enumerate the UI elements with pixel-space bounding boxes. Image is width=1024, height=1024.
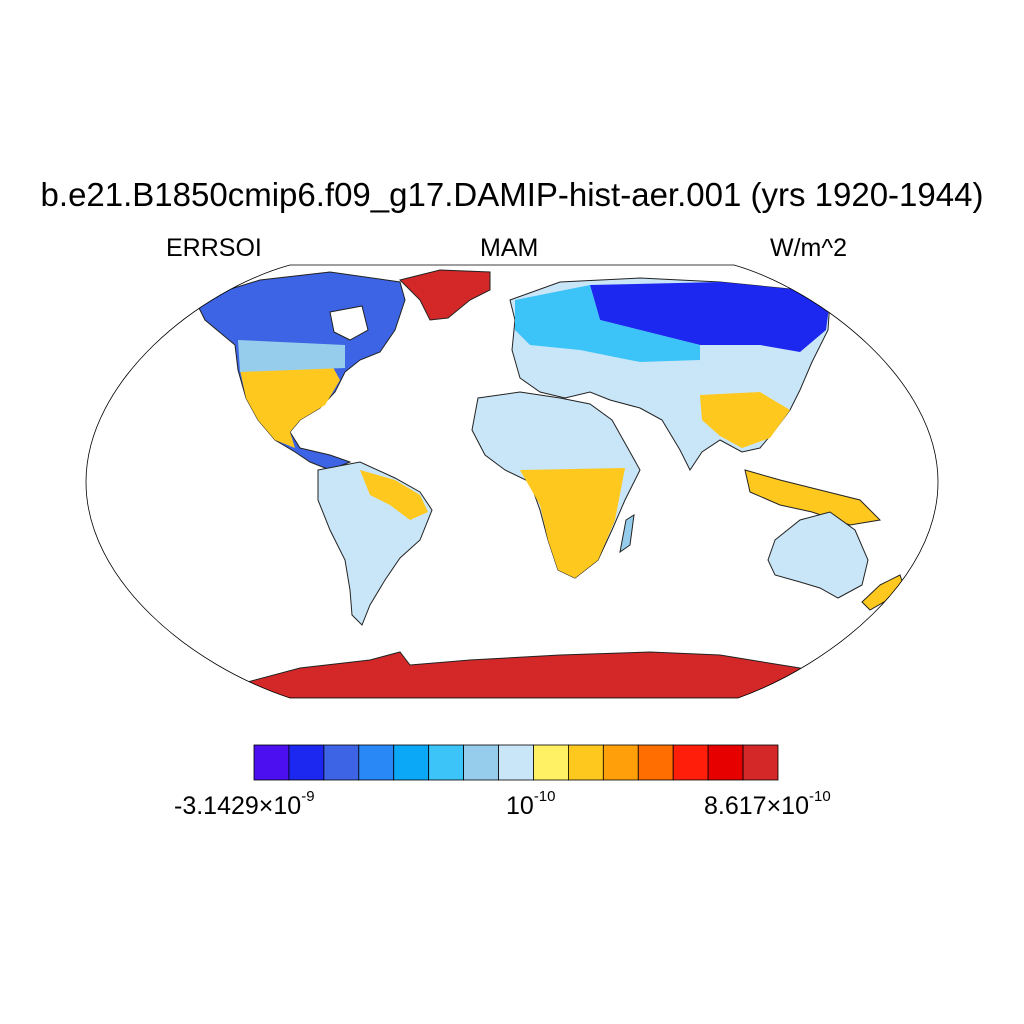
- colorbar-box-10: [568, 744, 604, 781]
- colorbar-label-mid: 10-10: [506, 788, 556, 820]
- colorbar-box-7: [463, 744, 499, 781]
- africa-south-band: [520, 468, 625, 578]
- madagascar: [619, 514, 635, 554]
- colorbar-box-5: [393, 744, 430, 781]
- colorbar-box-11: [602, 744, 639, 781]
- siberia-cold-band: [590, 282, 830, 352]
- south-asia-warm-band: [700, 392, 790, 448]
- colorbar-label-max: 8.617×10-10: [704, 788, 831, 820]
- colorbar-box-14: [707, 744, 744, 781]
- north-america-mid-band: [238, 340, 345, 372]
- map-outline: [85, 264, 939, 699]
- maritime-continent: [744, 469, 882, 526]
- colorbar-box-13: [672, 744, 709, 781]
- colorbar-box-6: [428, 744, 465, 781]
- figure-title: b.e21.B1850cmip6.f09_g17.DAMIP-hist-aer.…: [40, 176, 984, 213]
- antarctica-landmass: [238, 651, 801, 698]
- variable-label: ERRSOI: [166, 234, 262, 262]
- hudson-bay: [329, 305, 369, 341]
- colorbar-label-min: -3.1429×10-9: [174, 788, 315, 820]
- units-label: W/m^2: [770, 234, 848, 262]
- greenland-landmass: [399, 269, 491, 321]
- season-label: MAM: [480, 234, 539, 262]
- colorbar-box-2: [288, 744, 325, 781]
- colorbar: [253, 744, 779, 781]
- south-america-warm-band: [360, 470, 428, 520]
- colorbar-box-8: [498, 744, 534, 781]
- map-land-layer: [194, 269, 906, 698]
- eurasia-mid-band: [515, 285, 700, 362]
- colorbar-box-12: [637, 744, 674, 781]
- new-zealand: [861, 574, 906, 611]
- colorbar-box-4: [358, 744, 395, 781]
- colorbar-box-3: [323, 744, 360, 781]
- australia-landmass: [767, 511, 869, 599]
- colorbar-box-15: [742, 744, 779, 781]
- north-america-south-band: [240, 362, 340, 448]
- colorbar-box-1: [253, 744, 290, 781]
- colorbar-box-9: [533, 744, 569, 781]
